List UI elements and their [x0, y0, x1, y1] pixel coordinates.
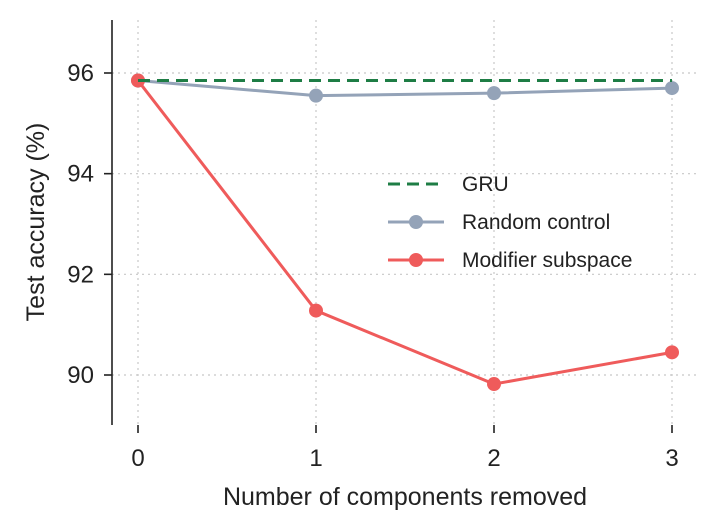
modifier-subspace-point [309, 303, 323, 318]
y-tick-label: 92 [67, 261, 94, 288]
y-tick-label: 96 [67, 60, 94, 87]
legend-marker-random-control [409, 215, 423, 229]
legend-label-random-control: Random control [462, 211, 610, 234]
random-control-point [309, 88, 323, 103]
legend-marker-modifier-subspace [409, 253, 423, 267]
x-tick-label: 1 [309, 445, 322, 472]
modifier-subspace-point [665, 345, 679, 360]
x-tick-label: 2 [487, 445, 500, 472]
y-tick-label: 94 [67, 161, 94, 188]
modifier-subspace-point [487, 377, 501, 392]
legend-label-gru: GRU [462, 173, 509, 196]
x-tick-label: 3 [665, 445, 678, 472]
x-tick-label: 0 [131, 445, 144, 472]
random-control-point [665, 81, 679, 96]
modifier-subspace-line [136, 79, 673, 386]
random-control-point [487, 86, 501, 101]
series-group [131, 73, 679, 392]
y-ticks: 90 92 94 96 [67, 60, 112, 389]
y-tick-label: 90 [67, 362, 94, 389]
y-axis-title: Test accuracy (%) [22, 123, 50, 322]
random-control-line [137, 79, 673, 98]
legend-label-modifier-subspace: Modifier subspace [462, 249, 632, 272]
x-ticks: 0 1 2 3 [131, 425, 679, 472]
x-axis-title: Number of components removed [223, 483, 587, 511]
legend: GRU Random control Modifier subspace [388, 173, 632, 272]
